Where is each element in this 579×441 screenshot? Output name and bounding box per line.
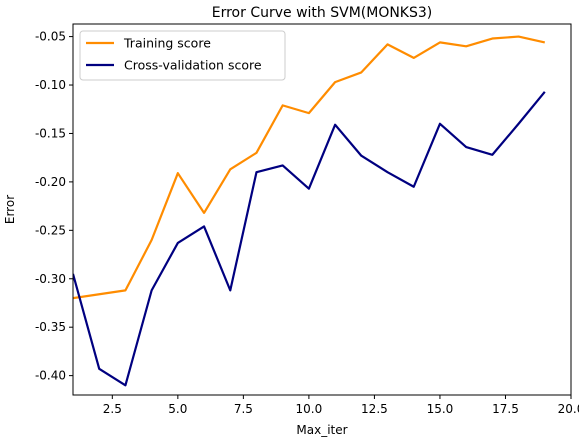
y-tick-label: -0.25 xyxy=(35,223,66,237)
plot-lines xyxy=(73,35,546,387)
x-tick-label: 15.0 xyxy=(427,402,454,416)
chart-title: Error Curve with SVM(MONKS3) xyxy=(212,5,433,21)
y-axis-label: Error xyxy=(3,195,17,224)
y-tick-label: -0.30 xyxy=(35,272,66,286)
y-tick-label: -0.20 xyxy=(35,175,66,189)
axes: 2.5 5.0 7.5 10.0 12.5 15.0 17.5 20.0 -0.40 -0.35 -… xyxy=(35,23,579,416)
legend-box xyxy=(79,30,286,81)
x-tick-label: 2.5 xyxy=(103,402,122,416)
y-tick-label: -0.05 xyxy=(35,30,66,44)
x-tick-label: 12.5 xyxy=(361,402,388,416)
series-line-1 xyxy=(73,91,546,387)
x-tick-label: 5.0 xyxy=(168,402,187,416)
legend: Training score Cross-validation score xyxy=(79,30,286,81)
x-tick-label: 20.0 xyxy=(558,402,579,416)
x-axis-label: Max_iter xyxy=(296,423,347,437)
y-tick-label: -0.10 xyxy=(35,78,66,92)
x-tick-label: 10.0 xyxy=(296,402,323,416)
y-tick-label: -0.40 xyxy=(35,369,66,383)
x-tick-label: 7.5 xyxy=(234,402,253,416)
legend-label-1: Cross-validation score xyxy=(124,58,262,73)
y-tick-label: -0.15 xyxy=(35,126,66,140)
plot-frame xyxy=(72,23,572,396)
legend-label-0: Training score xyxy=(123,36,211,51)
x-tick-label: 17.5 xyxy=(492,402,519,416)
y-tick-label: -0.35 xyxy=(35,320,66,334)
series-line-0 xyxy=(73,35,546,300)
